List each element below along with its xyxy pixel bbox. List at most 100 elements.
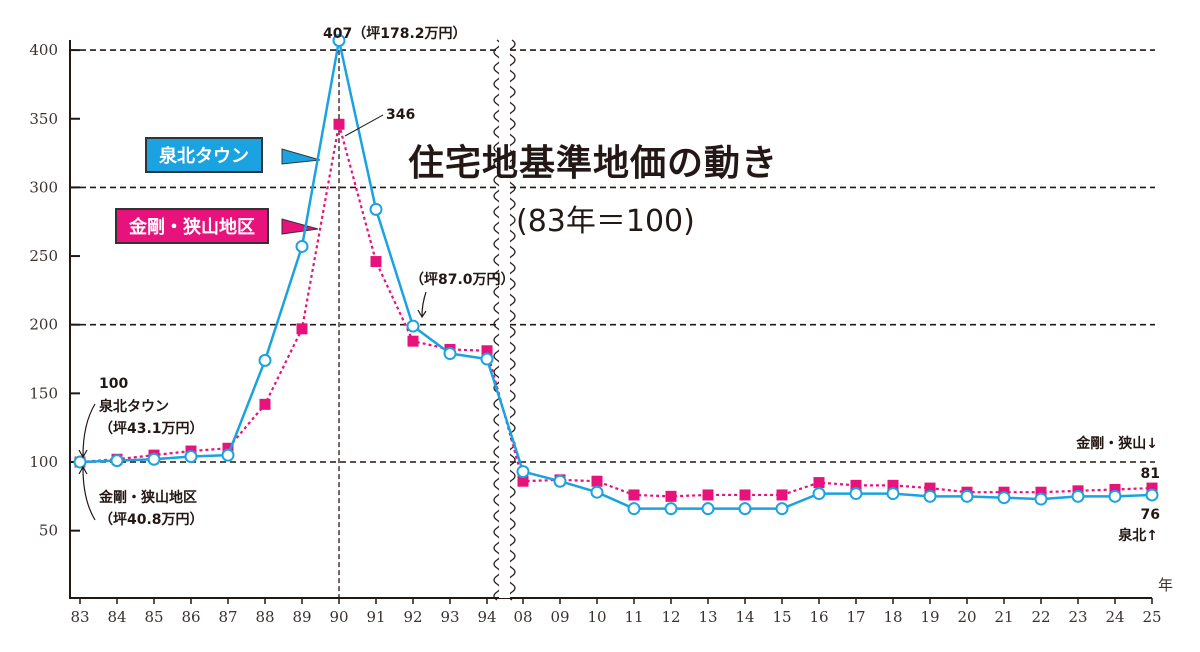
- x-tick-label: 91: [366, 608, 385, 626]
- y-tick-label: 400: [29, 41, 58, 59]
- annotation-end-kongo-value: 81: [1141, 466, 1160, 482]
- data-point-kongo-24: [1109, 483, 1121, 495]
- x-tick-label: 15: [772, 608, 791, 626]
- x-tick-label: 23: [1068, 608, 1087, 626]
- y-tick-label: 150: [29, 384, 58, 402]
- data-point-senboku-83: [73, 455, 87, 469]
- data-point-kongo-89: [296, 323, 308, 335]
- data-point-senboku-85: [147, 452, 161, 466]
- data-point-kongo-11: [628, 489, 640, 501]
- y-tick-label: 50: [39, 522, 58, 540]
- y-tick-label: 350: [29, 110, 58, 128]
- data-point-senboku-91: [369, 202, 383, 216]
- series-line-1: [79, 123, 1153, 498]
- annotation-base-value: 100: [99, 376, 128, 392]
- annotation-peak-senboku: 407（坪178.2万円）: [323, 26, 467, 42]
- x-tick-label: 84: [107, 608, 126, 626]
- data-point-senboku-84: [110, 454, 124, 468]
- x-tick-label: 19: [920, 608, 939, 626]
- data-point-senboku-15: [775, 502, 789, 516]
- annotation-arrow-base-kongo: [78, 465, 96, 521]
- data-point-senboku-90: [332, 33, 346, 47]
- x-tick-label: 24: [1105, 608, 1124, 626]
- data-point-kongo-94: [481, 345, 493, 357]
- data-point-kongo-90: [333, 118, 345, 130]
- x-tick-label: 89: [292, 608, 311, 626]
- data-point-kongo-12: [665, 490, 677, 502]
- annotation-peak-kongo: 346: [386, 107, 415, 123]
- chart-title: 住宅地基準地価の動き: [408, 142, 779, 184]
- data-point-kongo-17: [850, 479, 862, 491]
- x-tick-label: 86: [181, 608, 200, 626]
- data-point-senboku-94: [480, 352, 494, 366]
- data-point-kongo-13: [702, 489, 714, 501]
- x-tick-label: 13: [698, 608, 717, 626]
- data-point-kongo-25: [1146, 482, 1158, 494]
- data-point-senboku-87: [221, 448, 235, 462]
- data-point-kongo-14: [739, 489, 751, 501]
- data-point-senboku-14: [738, 502, 752, 516]
- data-point-kongo-10: [591, 475, 603, 487]
- x-tick-label: 94: [477, 608, 496, 626]
- data-point-senboku-88: [258, 353, 272, 367]
- data-point-kongo-16: [813, 477, 825, 489]
- data-point-senboku-22: [1034, 492, 1048, 506]
- data-point-senboku-92: [406, 319, 420, 333]
- x-tick-label: 20: [957, 608, 976, 626]
- axis-break-gap: [499, 30, 510, 598]
- data-point-kongo-15: [776, 489, 788, 501]
- y-tick-label: 100: [29, 453, 58, 471]
- data-point-senboku-25: [1145, 488, 1159, 502]
- data-point-senboku-08: [516, 465, 530, 479]
- data-point-senboku-16: [812, 487, 826, 501]
- legend-senboku: 泉北タウン: [145, 137, 263, 173]
- data-point-senboku-17: [849, 487, 863, 501]
- data-point-senboku-21: [997, 491, 1011, 505]
- y-tick-label: 200: [29, 316, 58, 334]
- data-point-senboku-20: [960, 489, 974, 503]
- annotation-end-senboku-value: 76: [1141, 507, 1160, 523]
- annotation-peak-kongo-leader: [344, 114, 384, 137]
- data-point-senboku-10: [590, 485, 604, 499]
- data-point-kongo-19: [924, 482, 936, 494]
- x-tick-label: 92: [403, 608, 422, 626]
- annotation-base-senboku-price: （坪43.1万円）: [99, 421, 204, 437]
- data-point-senboku-23: [1071, 489, 1085, 503]
- data-point-senboku-89: [295, 239, 309, 253]
- x-tick-label: 25: [1142, 608, 1161, 626]
- x-tick-label: 88: [255, 608, 274, 626]
- data-point-senboku-19: [923, 489, 937, 503]
- x-tick-label: 10: [587, 608, 606, 626]
- annotation-arrow-base-senboku: [78, 403, 96, 459]
- data-point-kongo-92: [407, 335, 419, 347]
- data-point-senboku-18: [886, 487, 900, 501]
- data-point-senboku-93: [443, 347, 457, 361]
- x-tick-label: 21: [994, 608, 1013, 626]
- data-point-senboku-24: [1108, 489, 1122, 503]
- annotation-arrow-92: [417, 291, 427, 319]
- x-tick-label: 93: [440, 608, 459, 626]
- x-tick-label: 18: [883, 608, 902, 626]
- chart-subtitle: (83年＝100): [516, 204, 695, 239]
- annotation-base-kongo-name: 金剛・狭山地区: [98, 489, 197, 506]
- legend-kongo-pointer: [281, 218, 319, 235]
- annotation-senboku-92: （坪87.0万円）: [410, 272, 515, 288]
- data-point-senboku-12: [664, 502, 678, 516]
- y-tick-label: 250: [29, 247, 58, 265]
- annotation-end-senboku-name: 泉北↑: [1118, 527, 1158, 544]
- data-point-kongo-87: [222, 442, 234, 454]
- legend-kongo: 金剛・狭山地区: [115, 208, 269, 244]
- data-point-kongo-88: [259, 398, 271, 410]
- data-point-kongo-08: [517, 475, 529, 487]
- annotation-base-kongo-price: （坪40.8万円）: [99, 512, 204, 528]
- x-tick-label: 08: [513, 608, 532, 626]
- data-point-senboku-13: [701, 502, 715, 516]
- x-tick-label: 16: [809, 608, 828, 626]
- series-line-0: [79, 40, 1153, 510]
- x-axis-label: 年: [1158, 576, 1173, 594]
- x-tick-label: 85: [144, 608, 163, 626]
- annotation-base-senboku-name: 泉北タウン: [99, 398, 169, 415]
- x-tick-label: 14: [735, 608, 754, 626]
- x-tick-label: 17: [846, 608, 865, 626]
